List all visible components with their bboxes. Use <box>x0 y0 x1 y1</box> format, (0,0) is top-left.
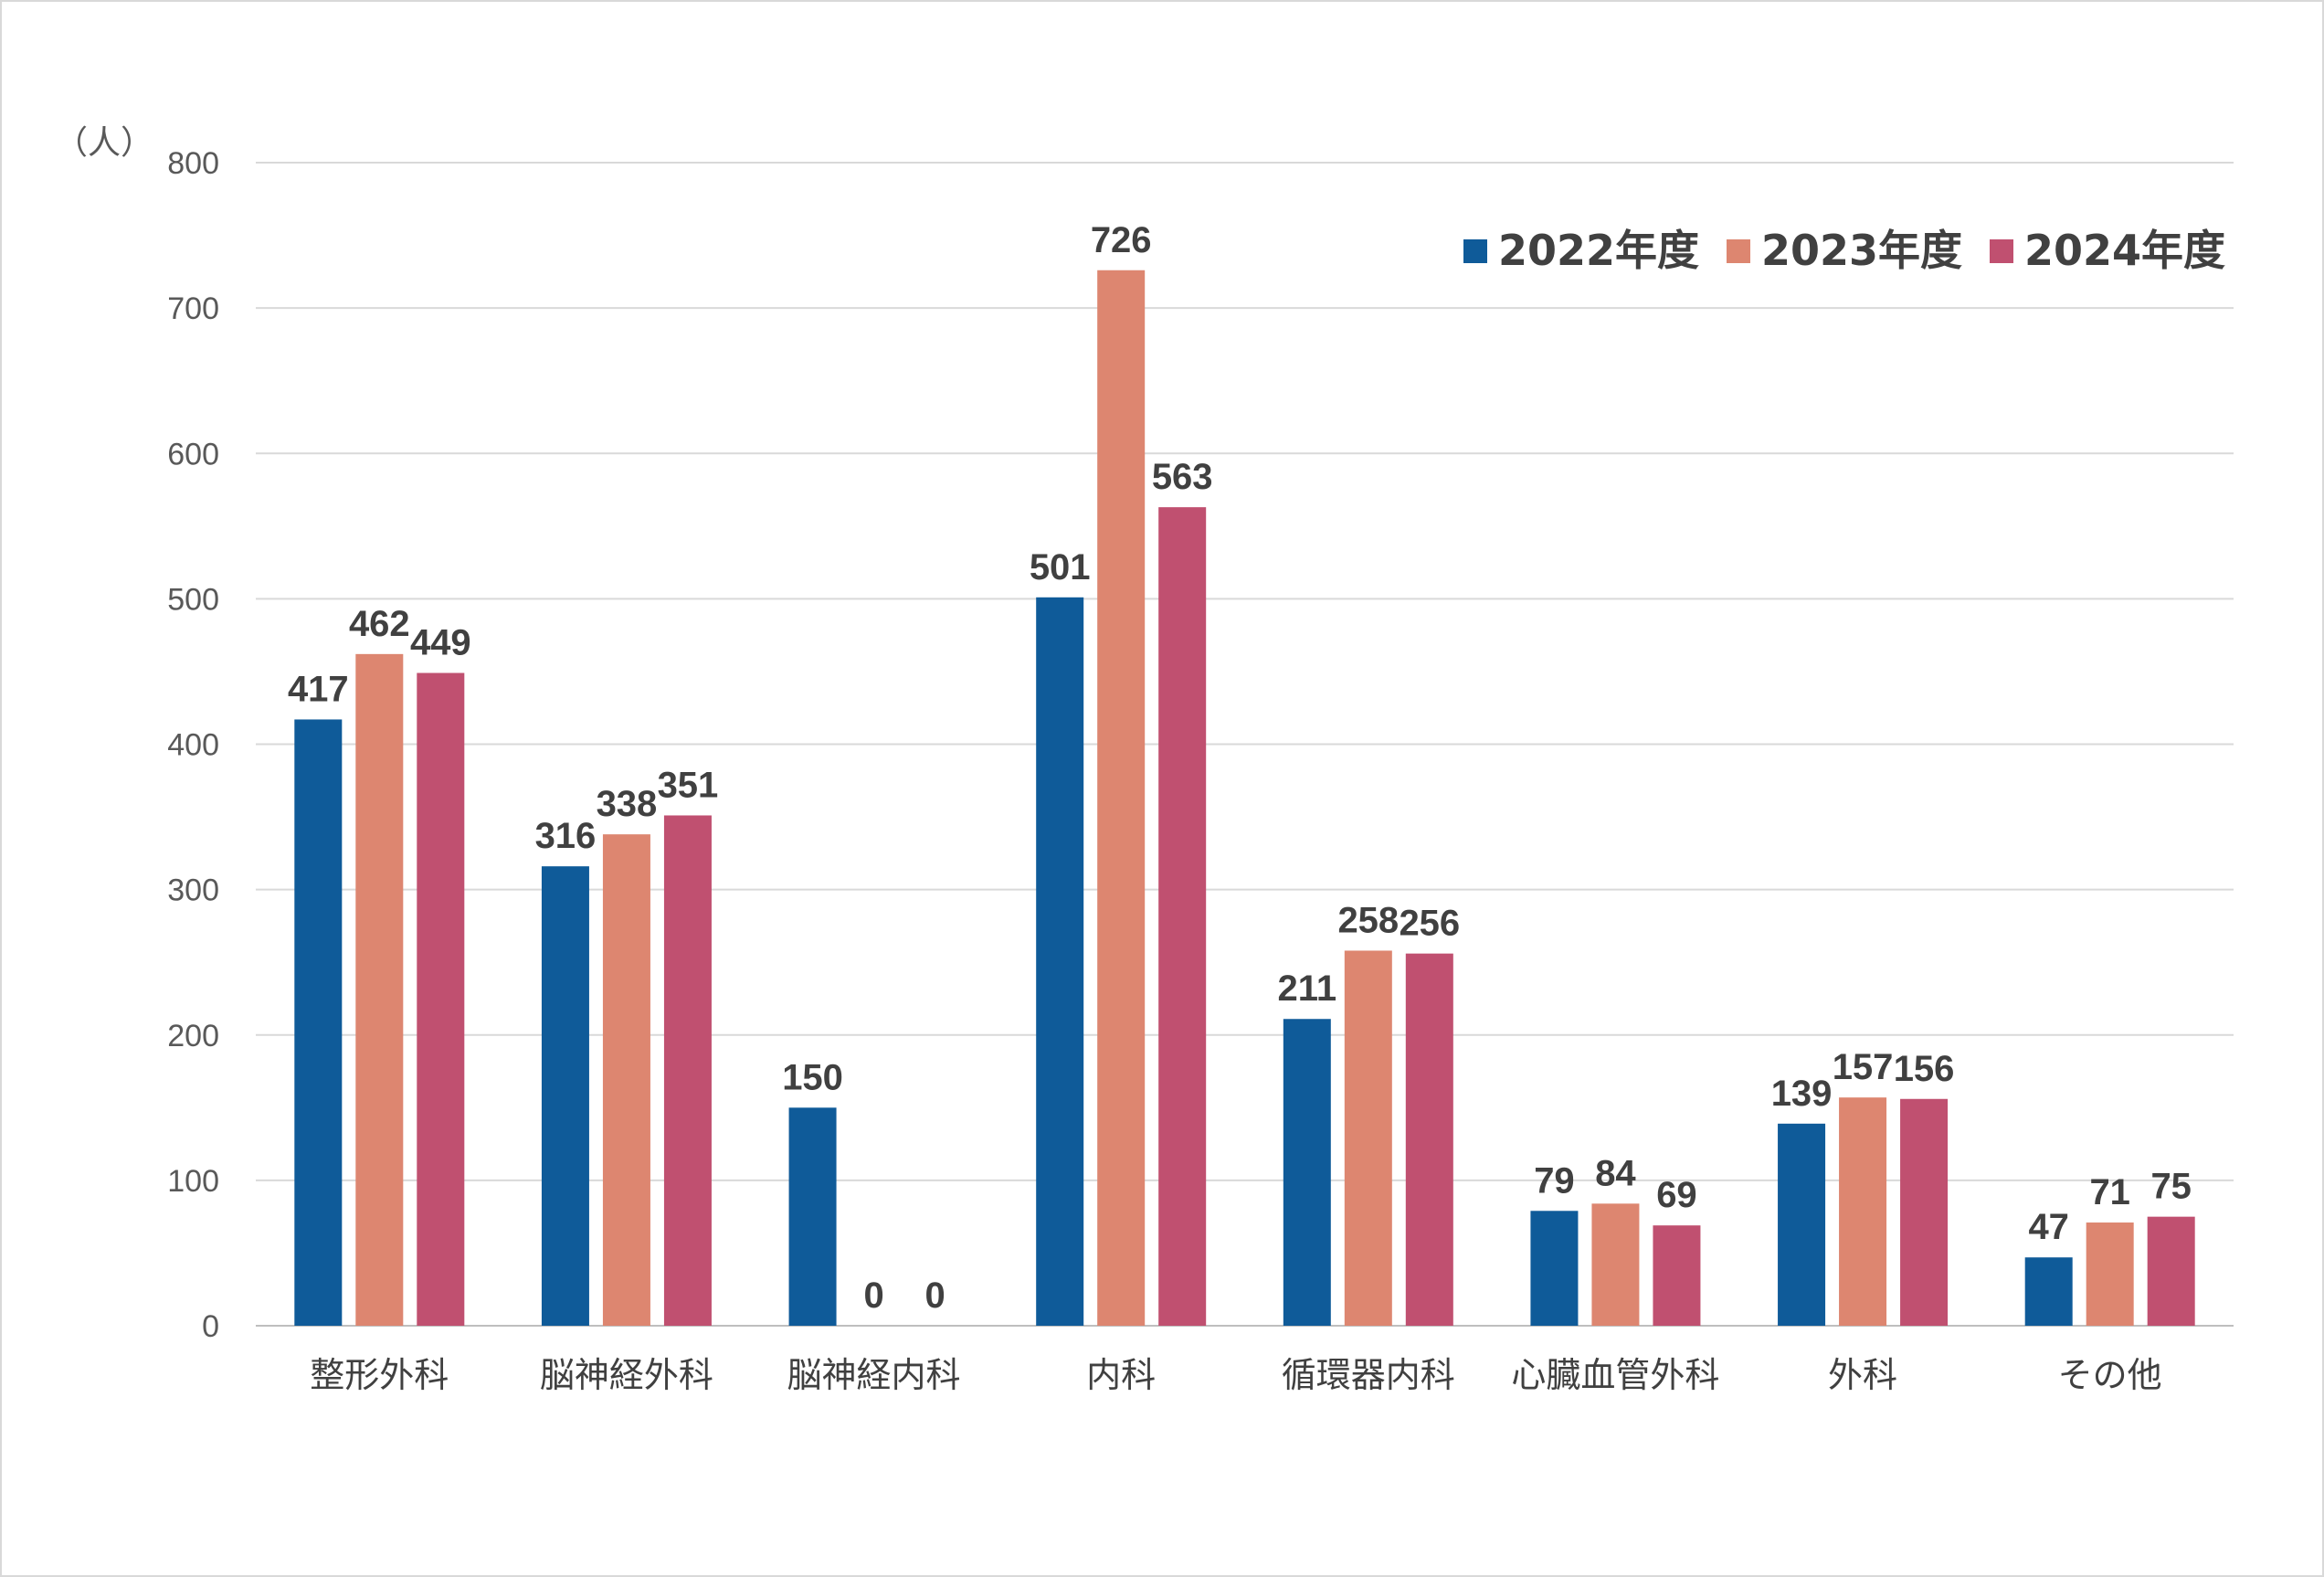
data-label: 316 <box>535 816 597 856</box>
bar-2024年度-内科 <box>1158 507 1207 1326</box>
bar-2023年度-整形外科 <box>355 653 404 1326</box>
bar-2022年度-脳神経外科 <box>541 866 589 1326</box>
bar-2022年度-脳神経内科 <box>788 1107 837 1326</box>
data-label: 563 <box>1152 457 1213 497</box>
bar-2023年度-脳神経外科 <box>602 834 650 1326</box>
bar-2024年度-循環器内科 <box>1405 953 1453 1326</box>
data-label: 157 <box>1833 1047 1894 1087</box>
bar-2023年度-内科 <box>1097 270 1146 1327</box>
category-label: その他 <box>2058 1355 2162 1395</box>
bar-2023年度-循環器内科 <box>1344 950 1392 1326</box>
bar-2022年度-心臓血管外科 <box>1530 1211 1579 1326</box>
legend: 2022年度 2023年度 2024年度 <box>1463 226 2225 275</box>
data-label: 258 <box>1337 900 1399 940</box>
data-label: 71 <box>2089 1172 2130 1212</box>
bar-2022年度-その他 <box>2024 1257 2073 1326</box>
category-label: 内科 <box>1086 1355 1156 1395</box>
data-label: 79 <box>1534 1160 1575 1201</box>
data-label: 0 <box>924 1275 945 1316</box>
y-tick-label: 600 <box>167 437 219 471</box>
legend-label: 2023年度 <box>1761 226 1962 275</box>
bar-2024年度-その他 <box>2147 1216 2195 1326</box>
bar-2022年度-内科 <box>1036 597 1084 1326</box>
legend-label: 2024年度 <box>2024 226 2225 275</box>
category-label: 心臓血管外科 <box>1511 1355 1719 1395</box>
data-label: 75 <box>2150 1167 2192 1207</box>
y-tick-label: 300 <box>167 873 219 908</box>
y-tick-label: 800 <box>167 146 219 181</box>
legend-swatch <box>1463 239 1487 263</box>
data-label: 211 <box>1278 968 1337 1009</box>
data-label: 338 <box>597 784 658 824</box>
category-labels: 整形外科 脳神経外科 脳神経内科 内科 循環器内科 心臓血管外科 外科 その他 <box>310 1355 2161 1395</box>
legend-label: 2022年度 <box>1498 226 1699 275</box>
bar-2022年度-外科 <box>1778 1123 1826 1326</box>
bar-2023年度-その他 <box>2086 1222 2134 1326</box>
y-tick-label: 100 <box>167 1164 219 1199</box>
bar-2024年度-外科 <box>1900 1098 1949 1326</box>
y-axis-ticks: 0 100 200 300 400 500 600 700 800 <box>167 146 219 1344</box>
data-label: 69 <box>1656 1175 1697 1215</box>
bar-2024年度-心臓血管外科 <box>1653 1225 1701 1326</box>
y-tick-label: 700 <box>167 291 219 326</box>
data-label: 256 <box>1399 904 1460 944</box>
category-label: 循環器内科 <box>1282 1355 1455 1395</box>
legend-swatch <box>1990 239 2013 263</box>
y-axis-unit-label: （人） <box>55 124 153 162</box>
bar-2022年度-循環器内科 <box>1283 1019 1331 1326</box>
y-tick-label: 400 <box>167 728 219 763</box>
data-label: 726 <box>1091 220 1152 260</box>
y-tick-label: 200 <box>167 1019 219 1053</box>
y-tick-label: 0 <box>202 1309 219 1344</box>
data-label: 0 <box>863 1275 883 1316</box>
data-label: 501 <box>1030 547 1091 587</box>
data-label: 449 <box>410 623 471 663</box>
data-label: 84 <box>1595 1153 1636 1193</box>
data-label: 156 <box>1894 1049 1955 1089</box>
bar-2022年度-整形外科 <box>294 719 343 1326</box>
data-label: 462 <box>349 604 410 644</box>
bars <box>294 270 2195 1327</box>
bar-2023年度-心臓血管外科 <box>1591 1203 1640 1326</box>
data-label: 150 <box>782 1057 843 1097</box>
data-label: 47 <box>2028 1207 2069 1247</box>
category-label: 整形外科 <box>310 1355 449 1395</box>
data-label: 351 <box>658 765 719 805</box>
bar-2024年度-整形外科 <box>417 672 465 1326</box>
category-label: 脳神経外科 <box>540 1355 713 1395</box>
bar-2024年度-脳神経外科 <box>663 815 712 1326</box>
category-label: 外科 <box>1828 1355 1897 1395</box>
legend-swatch <box>1727 239 1750 263</box>
data-label: 417 <box>288 669 349 709</box>
y-tick-label: 500 <box>167 582 219 617</box>
data-label: 139 <box>1771 1074 1833 1114</box>
bar-2023年度-外科 <box>1839 1097 1887 1326</box>
category-label: 脳神経内科 <box>787 1355 961 1395</box>
